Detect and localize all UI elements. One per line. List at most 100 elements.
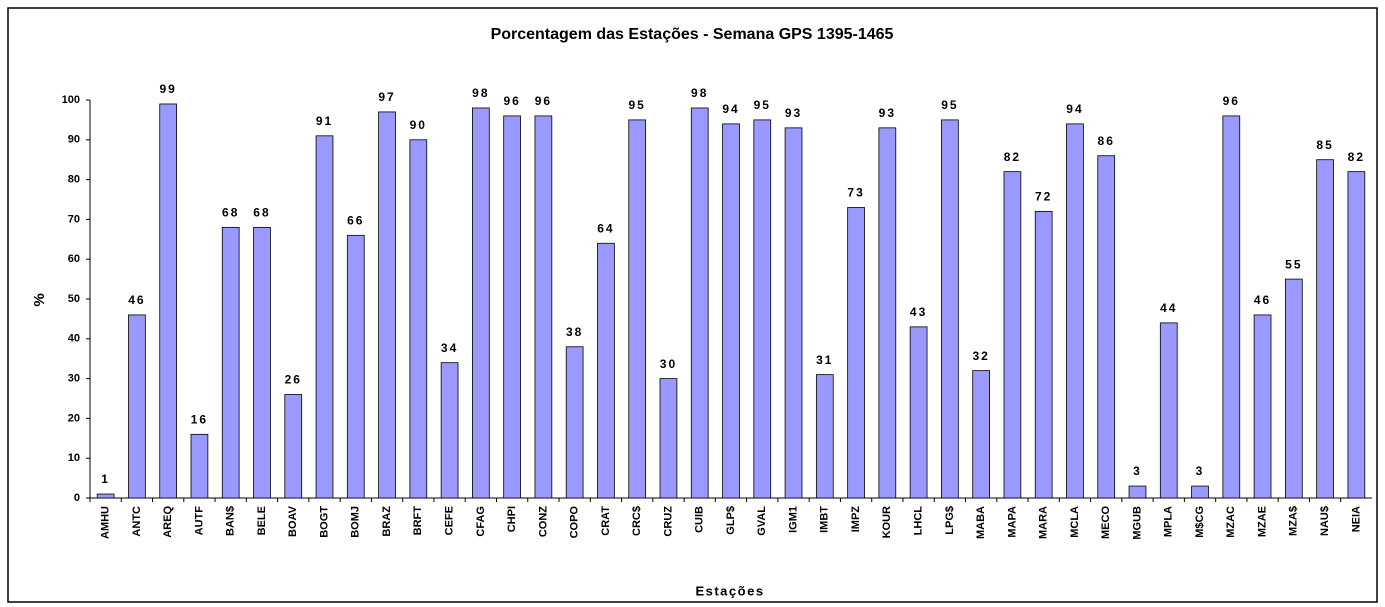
data-label: 26 (285, 373, 302, 387)
x-tick-label: BOMJ (350, 506, 362, 538)
y-tick-label: 40 (68, 333, 80, 345)
bar (128, 314, 146, 499)
x-tick-label: BOAV (287, 505, 299, 537)
data-label: 68 (253, 206, 270, 220)
x-tick-label: MPLA (1163, 506, 1175, 537)
data-label: 66 (347, 213, 364, 227)
bar (878, 127, 897, 499)
y-tick-label: 30 (68, 373, 80, 385)
bar (659, 378, 678, 499)
x-tick-label: IMPZ (850, 506, 862, 533)
data-label: 31 (816, 353, 833, 367)
x-tick-label: MZA$ (1288, 506, 1300, 536)
y-tick-label: 20 (68, 412, 80, 424)
bar (1222, 115, 1241, 499)
bar (409, 139, 428, 499)
data-label: 96 (503, 94, 520, 108)
bar (909, 326, 928, 499)
bar (346, 234, 365, 499)
data-label: 73 (847, 186, 864, 200)
x-tick-label: MZAC (1225, 506, 1237, 538)
bar (1097, 155, 1116, 499)
data-label: 44 (1160, 301, 1177, 315)
x-tick-label: AUTF (193, 506, 205, 536)
data-label: 96 (535, 94, 552, 108)
bar (503, 115, 521, 499)
bar (941, 119, 959, 499)
y-axis-label: % (31, 293, 48, 306)
x-tick-label: IGM1 (787, 506, 799, 533)
x-tick-label: GLP$ (725, 506, 737, 535)
x-tick-label: BELE (256, 506, 268, 535)
bar (284, 394, 303, 499)
data-label: 34 (441, 341, 458, 355)
data-label: 3 (1196, 464, 1205, 478)
x-tick-label: LPG$ (944, 506, 956, 535)
x-tick-label: CUIB (694, 506, 706, 533)
x-tick-label: CRAT (600, 506, 612, 536)
x-tick-label: CRUZ (662, 506, 674, 537)
bar (96, 493, 115, 499)
data-label: 93 (785, 106, 802, 120)
bar (1066, 123, 1084, 499)
bar (690, 107, 709, 499)
x-tick-label: CFAG (475, 506, 487, 537)
data-label: 95 (754, 98, 771, 112)
data-label: 86 (1098, 134, 1115, 148)
y-tick-label: 50 (68, 293, 80, 305)
bar (1253, 314, 1272, 499)
x-tick-label: BRAZ (381, 506, 393, 537)
bar (597, 242, 615, 499)
bar (315, 135, 334, 499)
data-label: 93 (879, 106, 896, 120)
x-tick-label: CHPI (506, 506, 518, 532)
bar (1191, 485, 1209, 499)
x-tick-label: BRFT (412, 506, 424, 536)
x-tick-label: ANTC (131, 506, 143, 537)
bar (378, 111, 396, 499)
bar (972, 370, 990, 499)
data-label: 97 (378, 90, 395, 104)
x-tick-label: COPO (569, 506, 581, 539)
data-label: 64 (597, 221, 614, 235)
data-label: 1 (101, 472, 110, 486)
bar (221, 226, 240, 499)
bar (534, 115, 553, 499)
data-label: 3 (1133, 464, 1142, 478)
data-label: 91 (316, 114, 333, 128)
data-label: 68 (222, 206, 239, 220)
bar (1347, 171, 1366, 499)
data-label: 98 (691, 86, 708, 100)
x-tick-label: MZAE (1256, 506, 1268, 537)
data-label: 85 (1316, 138, 1333, 152)
x-tick-label: MARA (1038, 506, 1050, 539)
x-tick-label: LHCL (913, 506, 925, 536)
bar (847, 207, 865, 499)
x-tick-label: MABA (975, 506, 987, 539)
x-tick-label: MGUB (1131, 506, 1143, 540)
x-tick-label: BAN$ (225, 506, 237, 536)
bar (628, 119, 647, 499)
y-tick-label: 70 (68, 213, 80, 225)
data-label: 96 (1223, 94, 1240, 108)
data-label: 82 (1004, 150, 1021, 164)
bar (1003, 171, 1022, 499)
data-label: 46 (1254, 293, 1271, 307)
data-label: 95 (629, 98, 646, 112)
x-tick-label: CONZ (537, 506, 549, 537)
x-tick-label: GVAL (756, 506, 768, 536)
x-tick-label: CEFE (443, 506, 455, 535)
bar (753, 119, 772, 499)
data-label: 99 (159, 82, 176, 96)
bar (190, 433, 209, 499)
x-tick-label: MAPA (1006, 506, 1018, 538)
x-tick-label: AREQ (162, 506, 174, 538)
bar (1316, 159, 1334, 499)
bar (1284, 278, 1303, 499)
data-label: 30 (660, 357, 677, 371)
y-tick-label: 10 (68, 452, 80, 464)
bar (815, 374, 834, 499)
data-label: 43 (910, 305, 927, 319)
data-label: 46 (128, 293, 145, 307)
